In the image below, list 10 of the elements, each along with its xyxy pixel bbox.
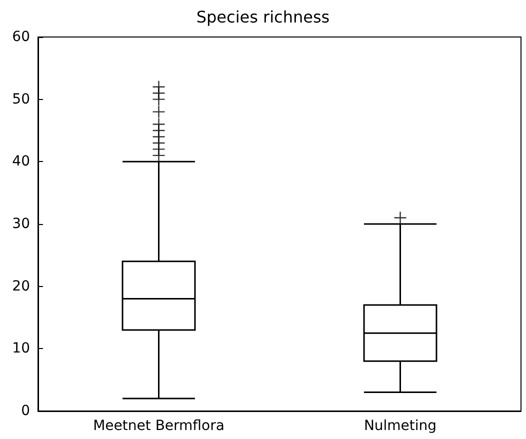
y-tick-label: 60: [12, 29, 30, 45]
y-tick-label: 50: [12, 91, 30, 108]
y-tick-label: 20: [12, 278, 30, 294]
chart-title: Species richness: [196, 8, 330, 26]
y-tick-label: 40: [12, 154, 30, 170]
y-tick-label: 10: [12, 340, 30, 357]
y-tick-label: 30: [12, 216, 30, 232]
x-tick-label: Nulmeting: [364, 418, 437, 434]
x-tick-label: Meetnet Bermflora: [93, 418, 224, 434]
y-tick-label: 0: [21, 403, 30, 419]
